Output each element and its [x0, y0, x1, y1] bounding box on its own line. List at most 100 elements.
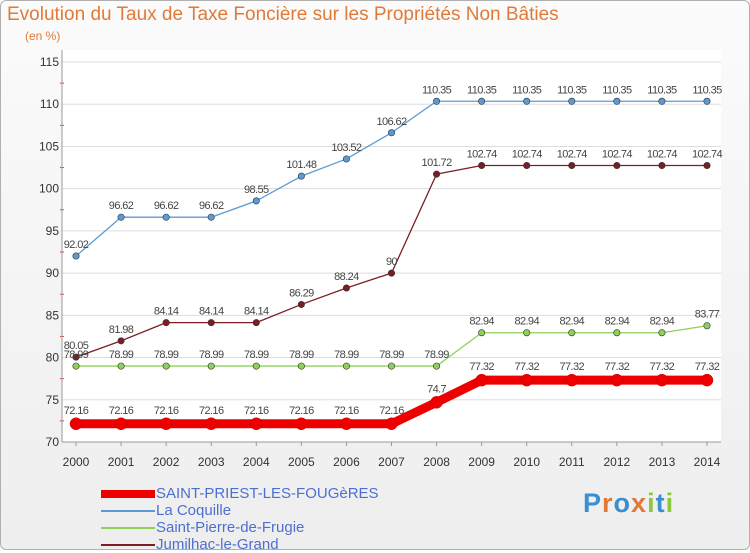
data-label: 82.94: [605, 316, 630, 328]
data-point: [478, 329, 486, 337]
data-point: [568, 162, 576, 170]
data-label: 110.35: [422, 84, 452, 96]
data-point: [387, 362, 395, 370]
data-label: 96.62: [109, 200, 134, 212]
x-tick-label: 2007: [378, 455, 405, 469]
data-label: 96.62: [199, 200, 224, 212]
data-point: [613, 162, 621, 170]
data-label: 86.29: [289, 287, 314, 299]
data-point: [340, 417, 353, 431]
data-label: 72.16: [199, 405, 224, 417]
x-tick-label: 2005: [288, 455, 315, 469]
data-label: 102.74: [602, 149, 633, 161]
x-tick-label: 2000: [63, 455, 90, 469]
data-label: 102.74: [467, 149, 498, 161]
data-label: 102.74: [512, 149, 543, 161]
data-point: [610, 373, 624, 387]
data-label: 83.77: [695, 309, 720, 321]
logo-letter: t: [655, 488, 666, 518]
data-point: [433, 170, 441, 178]
y-tick-label: 90: [46, 266, 60, 280]
data-label: 98.55: [244, 184, 269, 196]
x-tick-label: 2011: [559, 455, 585, 469]
data-point: [207, 319, 215, 327]
data-label: 96.62: [154, 200, 179, 212]
data-point: [252, 197, 260, 205]
data-point: [568, 97, 576, 105]
data-point: [114, 417, 128, 431]
data-point: [72, 362, 80, 370]
data-point: [207, 213, 215, 221]
x-tick-label: 2012: [604, 455, 631, 469]
data-label: 88.24: [334, 271, 359, 283]
logo-letter: x: [631, 488, 648, 518]
data-point: [613, 329, 621, 337]
data-label: 77.32: [695, 361, 720, 373]
data-label: 110.35: [692, 84, 722, 96]
logo-letter: P: [583, 488, 603, 518]
data-label: 77.32: [469, 361, 494, 373]
data-label: 110.35: [602, 84, 632, 96]
data-label: 72.16: [109, 405, 134, 417]
data-point: [565, 373, 579, 387]
data-label: 82.94: [560, 316, 585, 328]
data-point: [117, 362, 125, 370]
data-point: [204, 417, 218, 431]
data-point: [430, 396, 443, 409]
x-tick-label: 2010: [513, 455, 540, 469]
data-point: [207, 362, 215, 370]
x-tick-label: 2004: [243, 455, 270, 469]
x-tick-label: 2013: [649, 455, 676, 469]
y-tick-label: 110: [40, 97, 59, 111]
data-label: 77.32: [650, 361, 675, 373]
data-point: [568, 329, 576, 337]
y-tick-label: 70: [46, 435, 60, 449]
data-label: 77.32: [560, 361, 585, 373]
data-point: [342, 155, 350, 163]
x-tick-label: 2006: [333, 455, 360, 469]
data-label: 106.62: [376, 116, 407, 128]
data-point: [523, 329, 531, 337]
data-label: 78.99: [334, 349, 359, 361]
proxiti-logo: Proxiti: [583, 488, 674, 519]
data-point: [162, 319, 170, 327]
data-label: 110.35: [467, 84, 497, 96]
data-label: 78.99: [379, 349, 404, 361]
data-label: 82.94: [650, 316, 675, 328]
data-label: 84.14: [244, 306, 269, 318]
legend-swatch: [101, 510, 155, 512]
data-label: 84.14: [154, 306, 179, 318]
data-label: 102.74: [647, 149, 678, 161]
data-point: [387, 129, 395, 137]
data-label: 78.99: [154, 349, 179, 361]
data-point: [700, 373, 714, 387]
x-tick-label: 2001: [108, 455, 135, 469]
data-label: 110.35: [512, 84, 542, 96]
data-label: 103.52: [331, 142, 362, 154]
data-point: [295, 417, 308, 431]
legend-swatch: [101, 490, 155, 498]
data-label: 101.72: [422, 157, 453, 169]
data-label: 78.99: [109, 349, 134, 361]
data-point: [297, 172, 305, 180]
data-point: [250, 417, 263, 431]
data-label: 102.74: [692, 149, 723, 161]
data-label: 101.48: [286, 159, 317, 171]
data-label: 72.16: [334, 405, 359, 417]
y-tick-label: 85: [46, 308, 60, 322]
data-point: [342, 362, 350, 370]
logo-letter: o: [613, 488, 632, 518]
data-label: 90: [386, 256, 398, 268]
x-tick-label: 2002: [153, 455, 180, 469]
data-point: [297, 362, 305, 370]
data-point: [159, 417, 173, 431]
data-label: 110.35: [647, 84, 677, 96]
y-tick-label: 105: [39, 139, 59, 153]
data-label: 82.94: [514, 316, 539, 328]
data-point: [385, 417, 398, 431]
data-point: [252, 319, 260, 327]
data-point: [703, 322, 711, 330]
y-tick-label: 95: [46, 224, 60, 238]
logo-letter: i: [665, 488, 675, 518]
